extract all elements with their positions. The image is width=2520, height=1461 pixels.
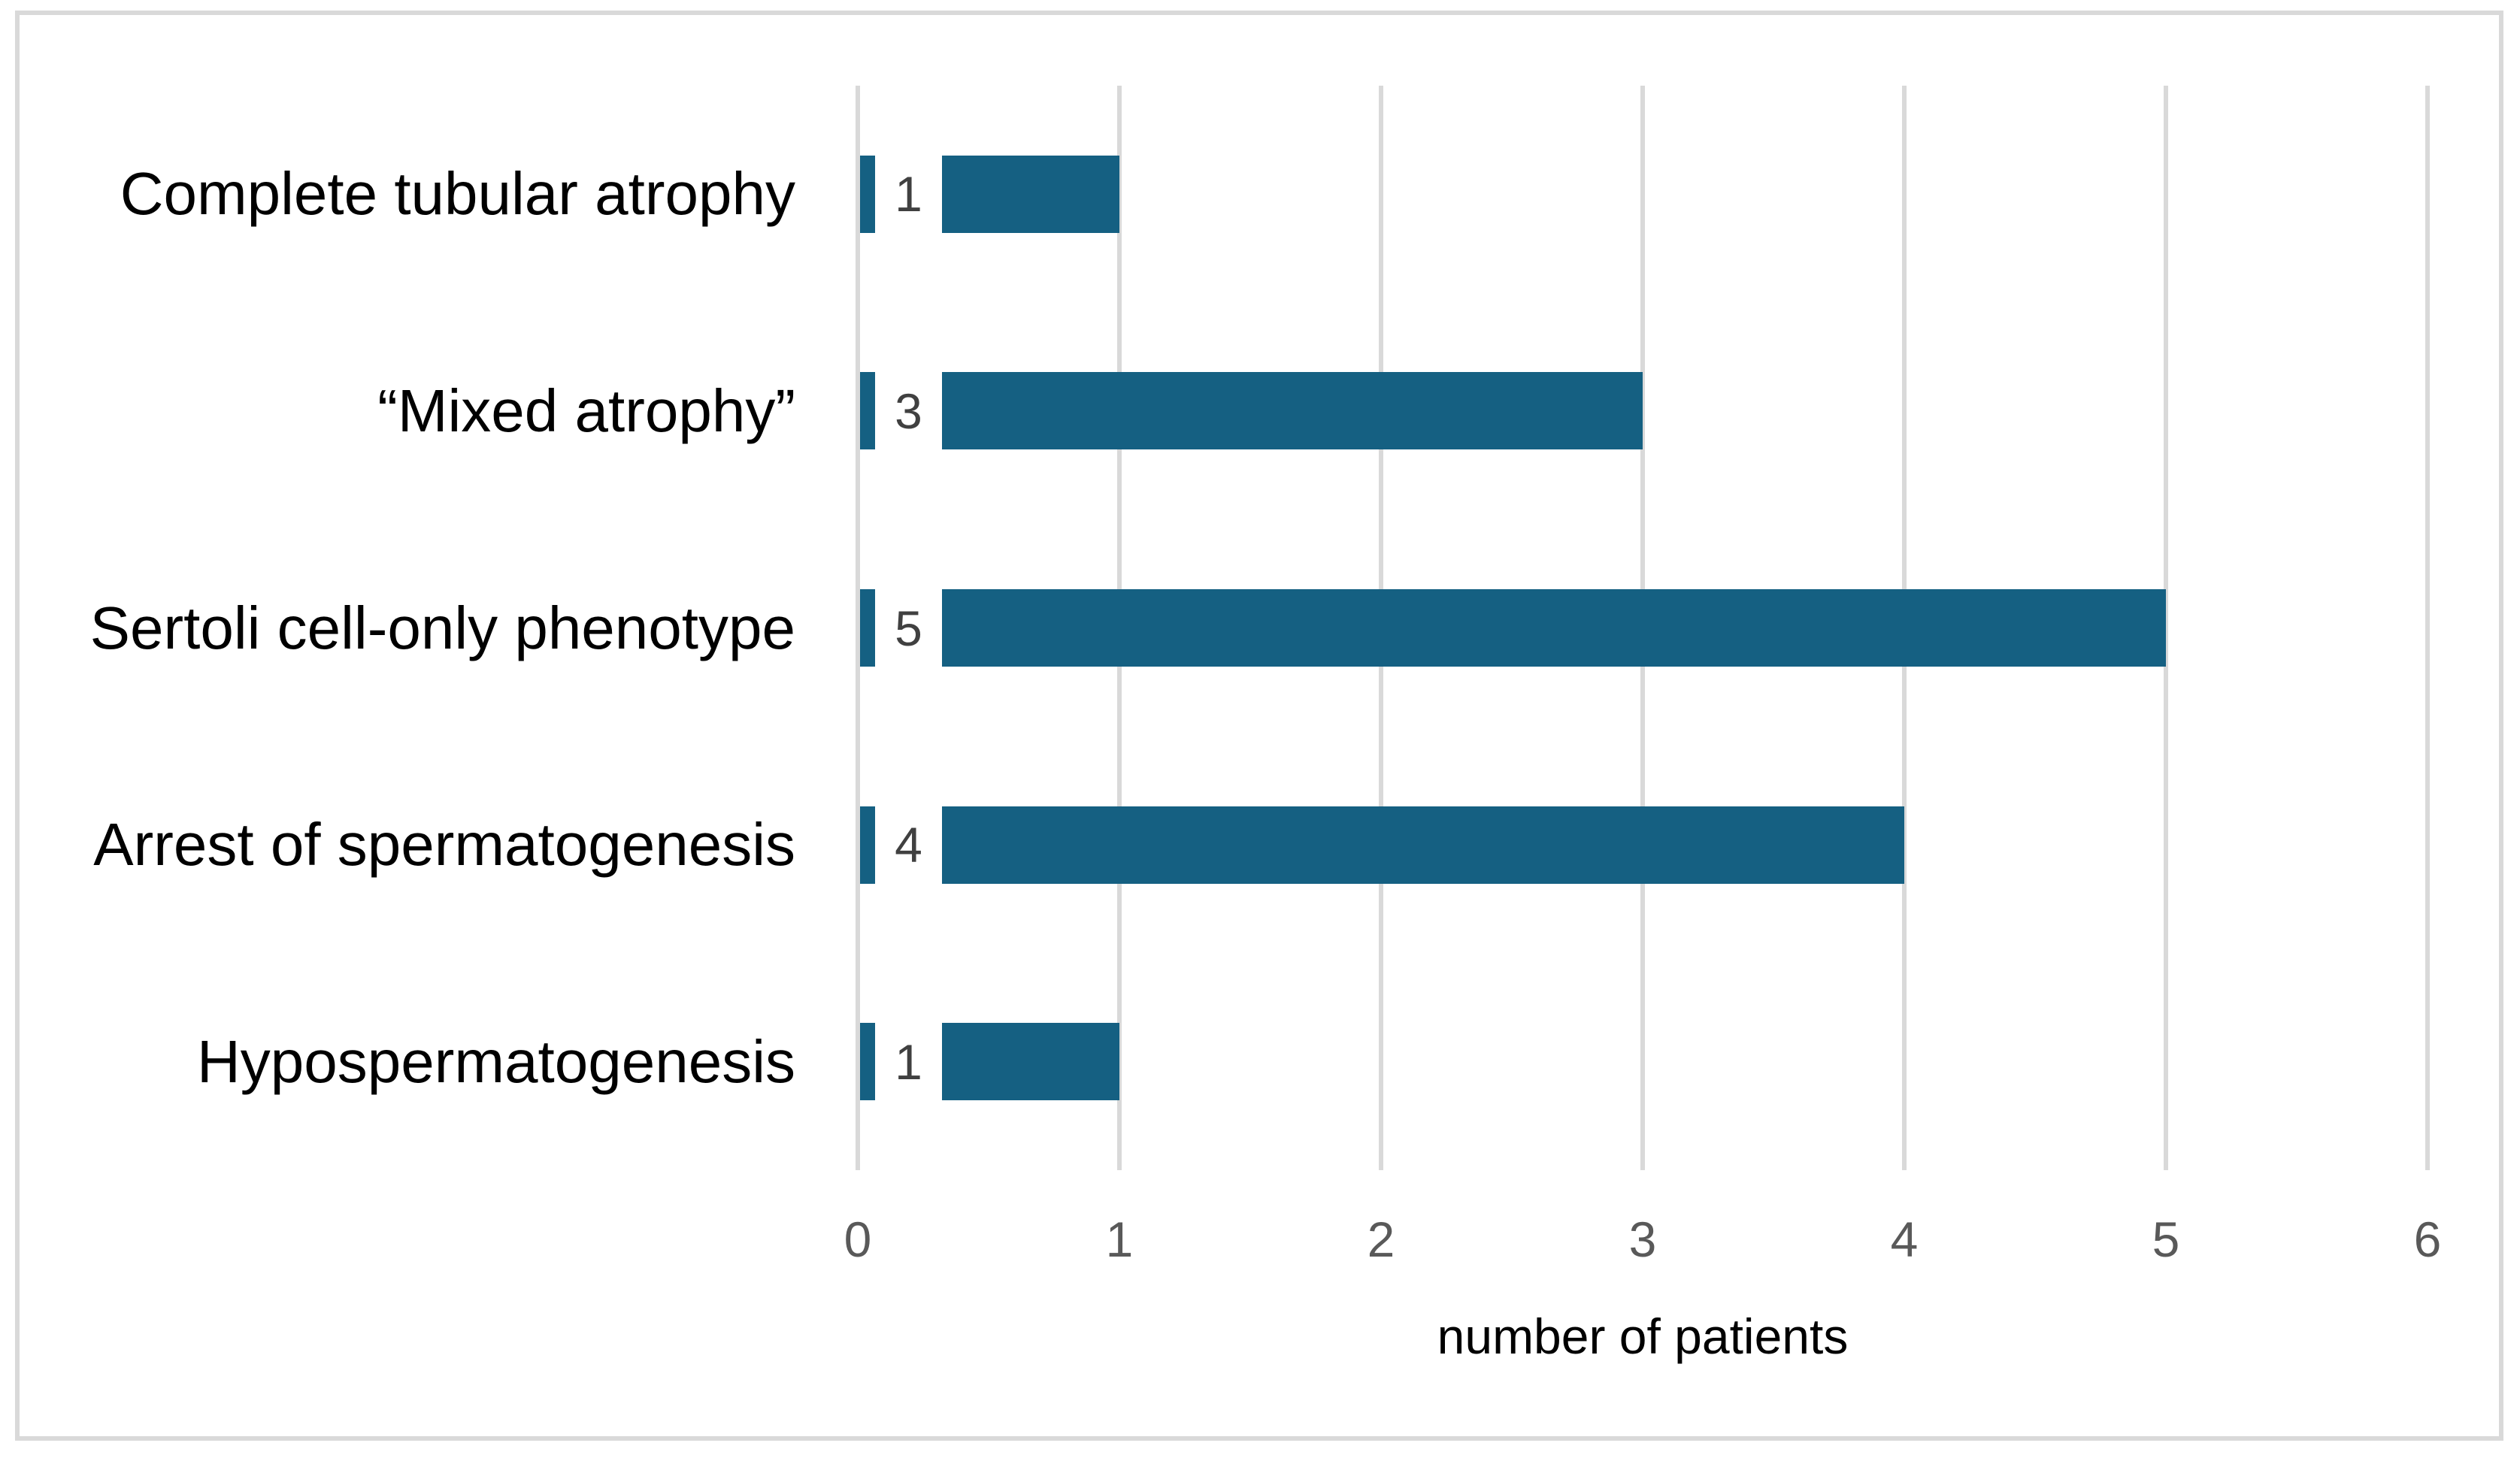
data-label-box-2: 5 [875,589,942,667]
data-label-box-4: 1 [875,1023,942,1101]
x-tick-label-2: 2 [1367,1211,1395,1267]
gridline-5 [2164,86,2168,1170]
data-label: 3 [895,383,922,439]
chart-figure: 1 3 5 4 1 Complete tubular atrophy “Mixed atr… [15,11,2503,1441]
category-label-1: “Mixed atrophy” [377,377,795,444]
x-tick-label-0: 0 [844,1211,872,1267]
data-label-box-0: 1 [875,155,942,233]
x-tick-label-4: 4 [1890,1211,1919,1267]
category-label-2: Sertoli cell-only phenotype [89,594,795,661]
data-label-box-1: 3 [875,372,942,450]
data-label: 5 [895,600,922,656]
gridline-6 [2425,86,2430,1170]
x-tick-label-1: 1 [1105,1211,1134,1267]
x-tick-label-6: 6 [2413,1211,2442,1267]
data-label: 4 [895,817,922,873]
category-label-3: Arrest of spermatogenesis [93,811,795,879]
bar-1 [860,372,1643,450]
x-tick-label-5: 5 [2152,1211,2180,1267]
category-label-4: Hypospermatogenesis [197,1027,795,1095]
category-label-0: Complete tubular atrophy [120,160,795,228]
bar-3 [860,806,1904,884]
x-axis-title: number of patients [1437,1308,1849,1364]
bar-2 [860,589,2166,667]
data-label-box-3: 4 [875,806,942,884]
gridline-0 [856,86,860,1170]
x-tick-label-3: 3 [1628,1211,1657,1267]
data-label: 1 [895,1033,922,1090]
data-label: 1 [895,166,922,222]
